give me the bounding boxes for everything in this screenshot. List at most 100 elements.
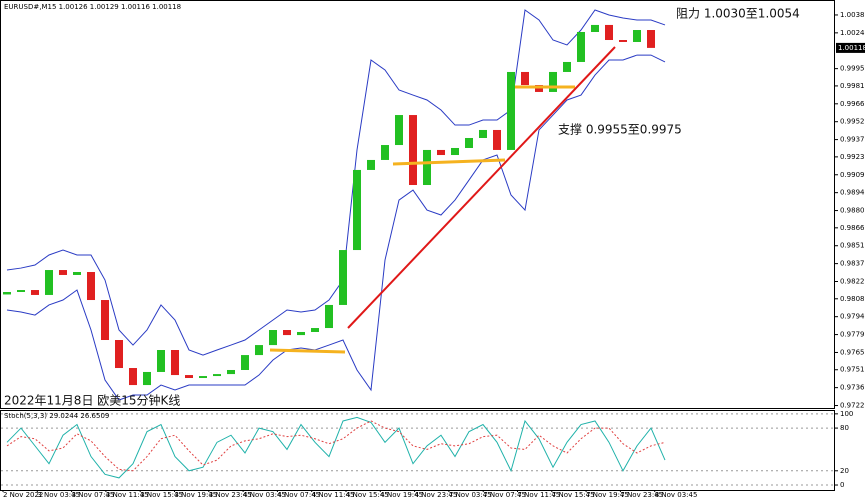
stoch-line	[6, 420, 666, 472]
y-tick-label: 0.97795	[840, 331, 865, 339]
current-price: 1.00118	[838, 44, 865, 52]
candle	[325, 304, 333, 329]
x-tick-label: 7 Nov 03:45	[449, 491, 492, 499]
stoch-pane	[1, 413, 834, 486]
candle	[157, 350, 165, 372]
x-tick-label: 3 Nov 03:45	[37, 491, 80, 499]
candle	[507, 71, 515, 150]
x-tick-label: 4 Nov 15:45	[346, 491, 389, 499]
y-tick-label: 0.99375	[840, 136, 865, 144]
candle	[129, 368, 137, 386]
candle	[633, 30, 641, 42]
candle	[353, 169, 361, 251]
candle	[465, 137, 473, 148]
candle	[577, 31, 585, 62]
price-tag	[836, 42, 865, 53]
candle	[45, 270, 53, 295]
candle	[619, 40, 627, 42]
x-tick-label: 8 Nov 03:45	[655, 491, 698, 499]
chart-caption: 2022年11月8日 欧美15分钟K线	[4, 393, 180, 408]
candle	[199, 376, 207, 379]
symbol-header: EURUSD#,M15 1.00126 1.00129 1.00116 1.00…	[4, 3, 181, 11]
candle	[381, 145, 389, 160]
candle	[269, 330, 277, 346]
candle	[549, 71, 557, 92]
x-tick-label: 3 Nov 07:45	[72, 491, 115, 499]
candle	[143, 371, 151, 386]
y-tick-label: 0.98085	[840, 295, 865, 303]
x-tick-label: 2 Nov 2022	[3, 491, 43, 499]
y-tick-label: 0.97365	[840, 384, 865, 392]
support-line	[269, 348, 346, 354]
candle	[115, 340, 123, 369]
candle	[605, 24, 613, 41]
y-tick-label: 1.00385	[840, 11, 865, 19]
candle	[255, 345, 263, 356]
x-tick-label: 7 Nov 23:45	[620, 491, 663, 499]
y-tick-label: 0.97220	[840, 402, 865, 410]
bollinger-band	[6, 54, 666, 401]
candle	[31, 290, 39, 295]
x-tick-label: 3 Nov 11:45	[106, 491, 149, 499]
x-tick-label: 7 Nov 11:45	[518, 491, 561, 499]
main-pane	[3, 9, 666, 401]
candle	[297, 331, 305, 336]
resistance-note: 阻力 1.0030至1.0054	[676, 7, 800, 21]
x-tick-label: 3 Nov 19:45	[175, 491, 218, 499]
candle	[73, 272, 81, 275]
candle	[451, 147, 459, 156]
x-tick-label: 4 Nov 11:45	[312, 491, 355, 499]
candle	[213, 374, 221, 377]
support-line	[392, 158, 506, 166]
x-tick-label: 7 Nov 07:45	[483, 491, 526, 499]
y-tick-label: 0.99235	[840, 153, 865, 161]
candle	[17, 290, 25, 292]
x-tick-label: 7 Nov 19:45	[586, 491, 629, 499]
candle	[647, 30, 655, 48]
candle	[311, 328, 319, 332]
candle	[437, 149, 445, 156]
bollinger-band	[6, 9, 666, 356]
candle	[339, 250, 347, 305]
candle	[535, 85, 543, 92]
stoch-frame	[0, 410, 835, 491]
candle	[241, 355, 249, 370]
candle	[423, 149, 431, 186]
y-tick-label: 0	[840, 481, 844, 489]
candle	[479, 129, 487, 138]
main-frame	[0, 0, 835, 409]
candle	[409, 115, 417, 186]
stoch-line	[6, 416, 666, 479]
candle	[283, 330, 291, 336]
x-tick-label: 3 Nov 23:45	[209, 491, 252, 499]
candle	[367, 159, 375, 170]
y-tick-label: 0.99665	[840, 100, 865, 108]
candle	[171, 350, 179, 376]
stoch-header: Stoch(5,3,3) 29.0244 26.6509	[4, 412, 109, 420]
candle	[493, 129, 501, 150]
y-tick-label: 20	[840, 467, 849, 475]
candle	[59, 270, 67, 275]
y-tick-label: 0.98945	[840, 189, 865, 197]
candle	[591, 24, 599, 32]
candle	[87, 272, 95, 301]
y-tick-label: 0.98225	[840, 278, 865, 286]
support-note: 支撑 0.9955至0.9975	[558, 122, 682, 137]
candle	[3, 292, 11, 295]
candle	[521, 71, 529, 86]
candle	[101, 300, 109, 341]
candle	[185, 375, 193, 379]
x-tick-label: 4 Nov 19:45	[380, 491, 423, 499]
y-tick-label: 100	[840, 410, 853, 418]
y-tick-label: 80	[840, 424, 849, 432]
